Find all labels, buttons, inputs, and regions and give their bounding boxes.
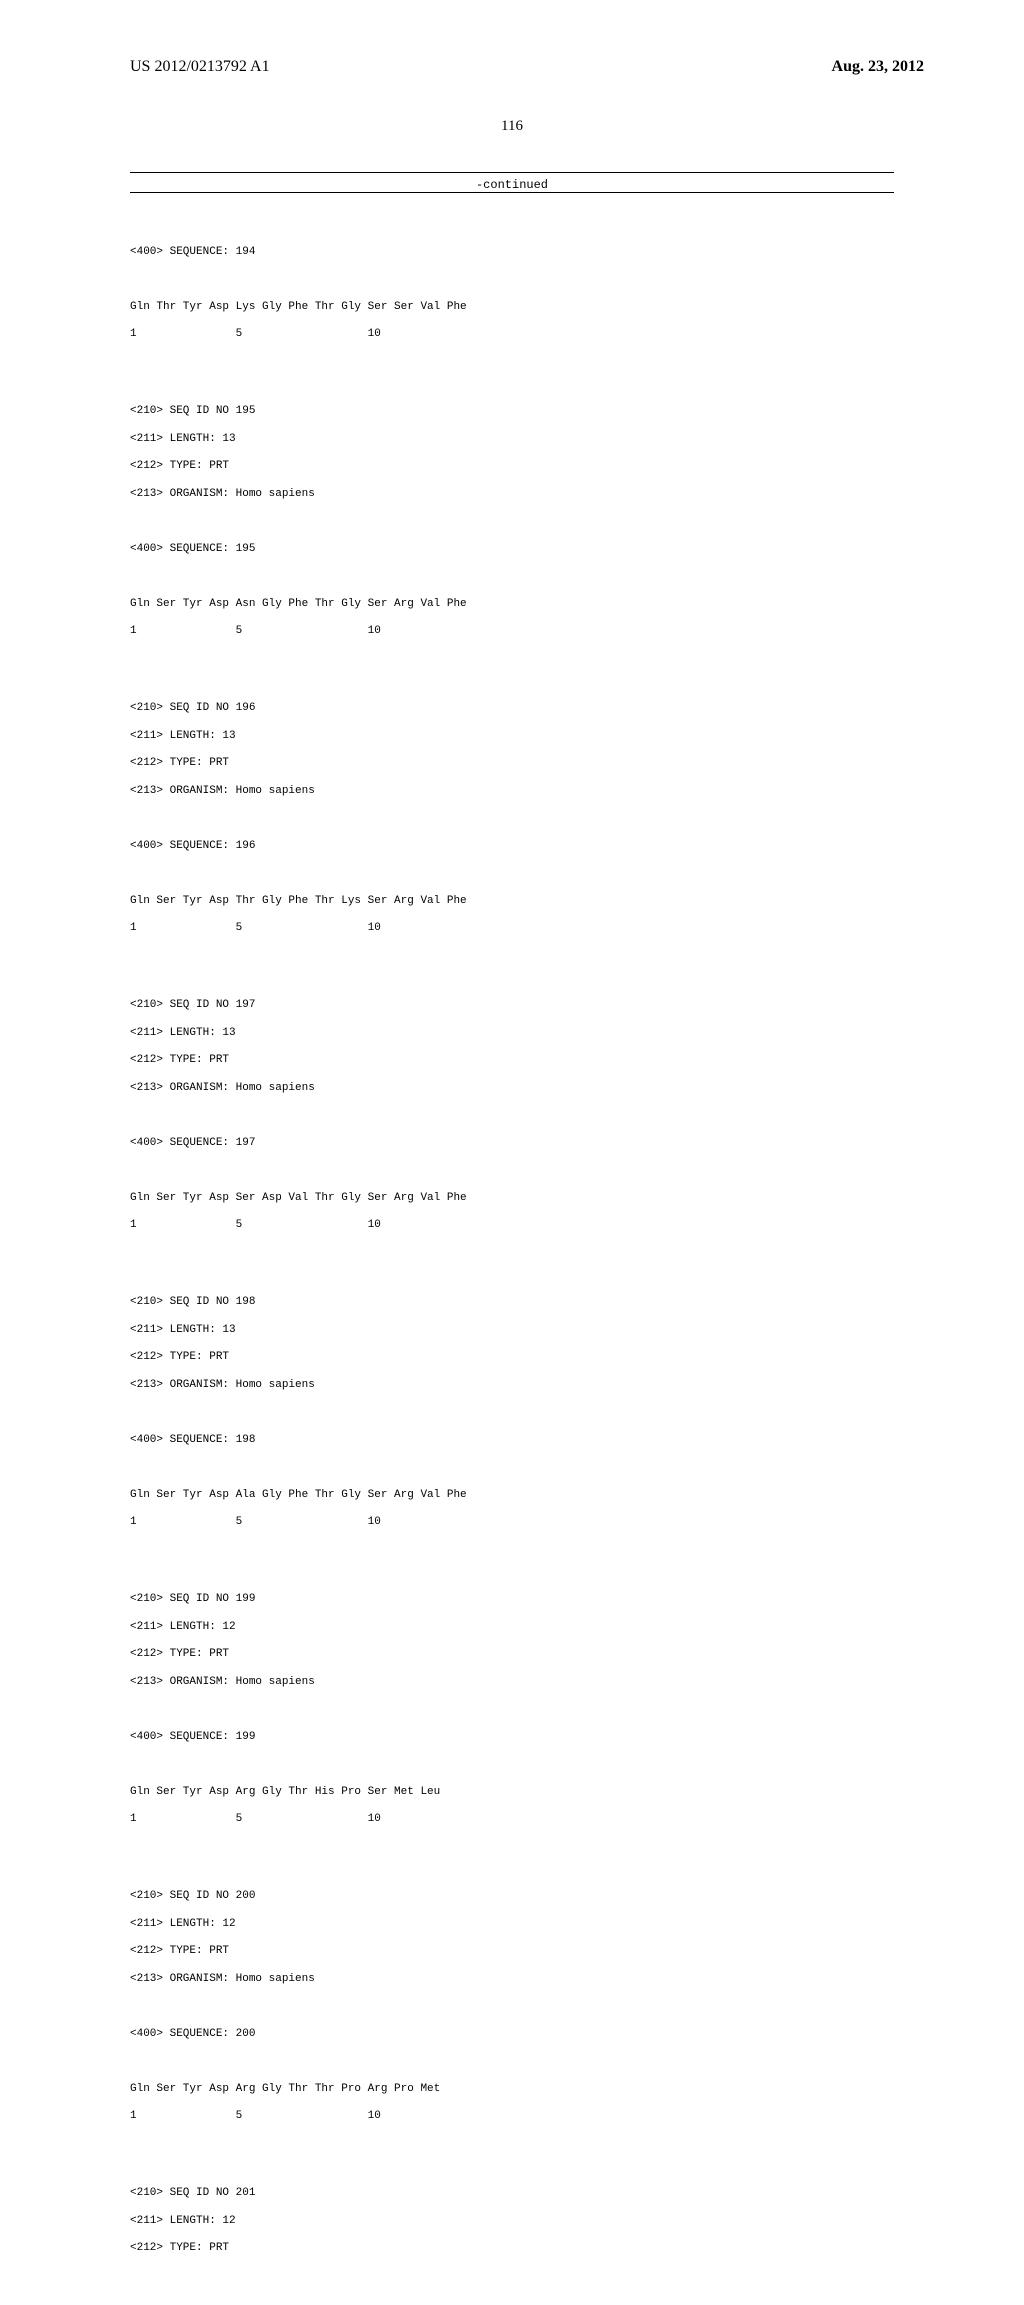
- blank-line: [130, 867, 894, 881]
- seq-211-line: <211> LENGTH: 13: [130, 433, 894, 447]
- blank-line: [130, 1758, 894, 1772]
- blank-line: [130, 1703, 894, 1717]
- positions-line: 1 5 10: [130, 1813, 894, 1827]
- residues-line: Gln Thr Tyr Asp Lys Gly Phe Thr Gly Ser …: [130, 301, 894, 315]
- seq-211-line: <211> LENGTH: 12: [130, 1621, 894, 1635]
- seq-210-line: <210> SEQ ID NO 195: [130, 405, 894, 419]
- publication-number: US 2012/0213792 A1: [130, 58, 270, 76]
- residues-line: Gln Ser Tyr Asp Thr Gly Phe Thr Lys Ser …: [130, 895, 894, 909]
- seq-400-line: <400> SEQUENCE: 196: [130, 840, 894, 854]
- sequence-block: <210> SEQ ID NO 199 <211> LENGTH: 12 <21…: [130, 1579, 894, 1840]
- seq-210-line: <210> SEQ ID NO 199: [130, 1593, 894, 1607]
- sequence-block: <400> SEQUENCE: 194 Gln Thr Tyr Asp Lys …: [130, 232, 894, 356]
- seq-213-line: <213> ORGANISM: Homo sapiens: [130, 785, 894, 799]
- trailing-header-block: <210> SEQ ID NO 201 <211> LENGTH: 12 <21…: [130, 2173, 894, 2269]
- seq-211-line: <211> LENGTH: 12: [130, 2215, 894, 2229]
- seq-210-line: <210> SEQ ID NO 201: [130, 2187, 894, 2201]
- page-header: US 2012/0213792 A1 Aug. 23, 2012: [0, 58, 1024, 76]
- sequence-block: <210> SEQ ID NO 200 <211> LENGTH: 12 <21…: [130, 1876, 894, 2137]
- blank-line: [130, 1109, 894, 1123]
- sequence-listing: <400> SEQUENCE: 194 Gln Thr Tyr Asp Lys …: [130, 218, 894, 2305]
- seq-212-line: <212> TYPE: PRT: [130, 757, 894, 771]
- positions-line: 1 5 10: [130, 328, 894, 342]
- residues-line: Gln Ser Tyr Asp Ser Asp Val Thr Gly Ser …: [130, 1192, 894, 1206]
- publication-date: Aug. 23, 2012: [832, 58, 924, 76]
- blank-line: [130, 1461, 894, 1475]
- rule-top: [130, 172, 894, 173]
- sequence-block: <210> SEQ ID NO 196 <211> LENGTH: 13 <21…: [130, 688, 894, 949]
- blank-line: [130, 570, 894, 584]
- seq-213-line: <213> ORGANISM: Homo sapiens: [130, 1379, 894, 1393]
- blank-line: [130, 273, 894, 287]
- seq-211-line: <211> LENGTH: 12: [130, 1918, 894, 1932]
- sequence-block: <210> SEQ ID NO 198 <211> LENGTH: 13 <21…: [130, 1282, 894, 1543]
- sequence-block: <210> SEQ ID NO 195 <211> LENGTH: 13 <21…: [130, 391, 894, 652]
- seq-400-line: <400> SEQUENCE: 194: [130, 246, 894, 260]
- seq-213-line: <213> ORGANISM: Homo sapiens: [130, 1676, 894, 1690]
- sequence-block: <210> SEQ ID NO 197 <211> LENGTH: 13 <21…: [130, 985, 894, 1246]
- seq-400-line: <400> SEQUENCE: 197: [130, 1137, 894, 1151]
- blank-line: [130, 1406, 894, 1420]
- seq-400-line: <400> SEQUENCE: 195: [130, 543, 894, 557]
- page-number: 116: [0, 118, 1024, 135]
- positions-line: 1 5 10: [130, 2110, 894, 2124]
- positions-line: 1 5 10: [130, 1219, 894, 1233]
- positions-line: 1 5 10: [130, 922, 894, 936]
- blank-line: [130, 1164, 894, 1178]
- seq-211-line: <211> LENGTH: 13: [130, 1324, 894, 1338]
- seq-212-line: <212> TYPE: PRT: [130, 2242, 894, 2256]
- blank-line: [130, 812, 894, 826]
- continued-label: -continued: [0, 178, 1024, 192]
- residues-line: Gln Ser Tyr Asp Arg Gly Thr His Pro Ser …: [130, 1786, 894, 1800]
- seq-212-line: <212> TYPE: PRT: [130, 1351, 894, 1365]
- seq-210-line: <210> SEQ ID NO 200: [130, 1890, 894, 1904]
- blank-line: [130, 2000, 894, 2014]
- seq-212-line: <212> TYPE: PRT: [130, 1648, 894, 1662]
- seq-400-line: <400> SEQUENCE: 199: [130, 1731, 894, 1745]
- residues-line: Gln Ser Tyr Asp Asn Gly Phe Thr Gly Ser …: [130, 598, 894, 612]
- positions-line: 1 5 10: [130, 625, 894, 639]
- seq-210-line: <210> SEQ ID NO 198: [130, 1296, 894, 1310]
- seq-211-line: <211> LENGTH: 13: [130, 730, 894, 744]
- residues-line: Gln Ser Tyr Asp Arg Gly Thr Thr Pro Arg …: [130, 2083, 894, 2097]
- residues-line: Gln Ser Tyr Asp Ala Gly Phe Thr Gly Ser …: [130, 1489, 894, 1503]
- seq-213-line: <213> ORGANISM: Homo sapiens: [130, 1973, 894, 1987]
- seq-212-line: <212> TYPE: PRT: [130, 1054, 894, 1068]
- seq-213-line: <213> ORGANISM: Homo sapiens: [130, 1082, 894, 1096]
- seq-213-line: <213> ORGANISM: Homo sapiens: [130, 488, 894, 502]
- seq-400-line: <400> SEQUENCE: 198: [130, 1434, 894, 1448]
- seq-211-line: <211> LENGTH: 13: [130, 1027, 894, 1041]
- seq-212-line: <212> TYPE: PRT: [130, 1945, 894, 1959]
- blank-line: [130, 515, 894, 529]
- seq-210-line: <210> SEQ ID NO 197: [130, 999, 894, 1013]
- rule-bottom: [130, 192, 894, 193]
- seq-210-line: <210> SEQ ID NO 196: [130, 702, 894, 716]
- seq-212-line: <212> TYPE: PRT: [130, 460, 894, 474]
- blank-line: [130, 2055, 894, 2069]
- positions-line: 1 5 10: [130, 1516, 894, 1530]
- seq-400-line: <400> SEQUENCE: 200: [130, 2028, 894, 2042]
